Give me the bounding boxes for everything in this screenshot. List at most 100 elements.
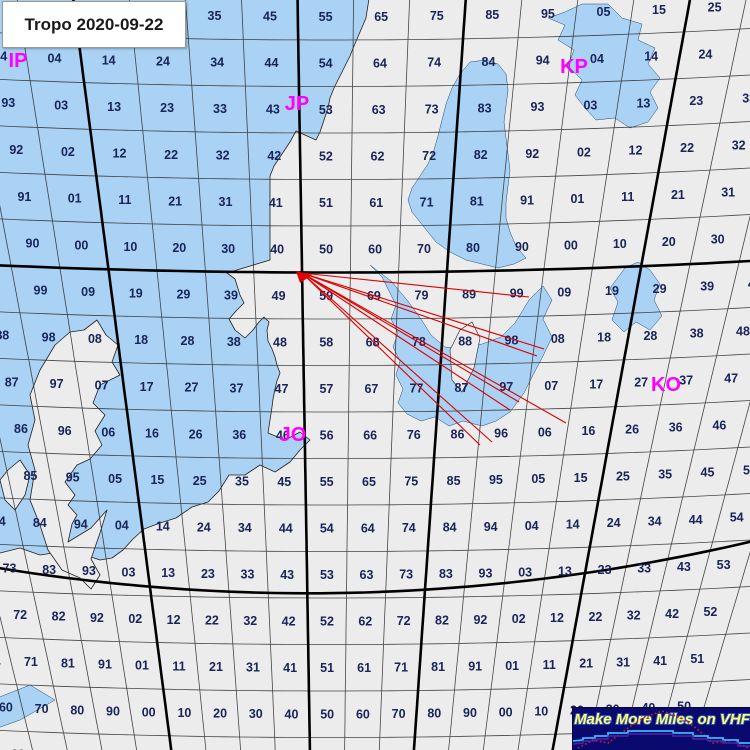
svg-text:54: 54: [730, 511, 744, 525]
svg-text:03: 03: [518, 566, 532, 580]
svg-text:25: 25: [193, 474, 207, 488]
svg-text:93: 93: [82, 564, 96, 578]
svg-text:02: 02: [577, 145, 591, 159]
svg-text:02: 02: [512, 612, 526, 626]
svg-text:53: 53: [320, 568, 334, 582]
svg-text:83: 83: [439, 567, 453, 581]
svg-text:91: 91: [17, 190, 31, 204]
svg-text:25: 25: [616, 469, 630, 483]
svg-text:82: 82: [52, 610, 66, 624]
svg-text:23: 23: [598, 563, 612, 577]
svg-text:55: 55: [320, 475, 334, 489]
svg-text:06: 06: [538, 426, 552, 440]
svg-text:60: 60: [368, 242, 382, 256]
svg-text:KP: KP: [560, 56, 588, 78]
svg-text:05: 05: [597, 5, 611, 19]
svg-text:33: 33: [241, 568, 255, 582]
svg-text:32: 32: [243, 614, 257, 628]
svg-text:61: 61: [0, 654, 1, 668]
svg-text:76: 76: [407, 428, 421, 442]
svg-text:71: 71: [24, 655, 38, 669]
svg-text:35: 35: [658, 468, 672, 482]
svg-text:30: 30: [249, 707, 263, 721]
svg-text:00: 00: [564, 239, 578, 253]
svg-text:64: 64: [361, 521, 375, 535]
svg-text:61: 61: [357, 661, 371, 675]
svg-text:70: 70: [417, 242, 431, 256]
svg-text:52: 52: [320, 614, 334, 628]
svg-text:85: 85: [447, 474, 461, 488]
svg-text:12: 12: [629, 143, 643, 157]
svg-text:48: 48: [273, 335, 287, 349]
svg-text:31: 31: [616, 655, 630, 669]
svg-text:50: 50: [319, 242, 333, 256]
svg-text:40: 40: [285, 707, 299, 721]
svg-text:61: 61: [369, 196, 383, 210]
svg-text:35: 35: [208, 9, 222, 23]
svg-text:43: 43: [280, 568, 294, 582]
svg-text:26: 26: [189, 427, 203, 441]
svg-text:27: 27: [634, 376, 648, 390]
svg-text:73: 73: [399, 568, 413, 582]
svg-text:49: 49: [272, 289, 286, 303]
svg-text:96: 96: [494, 427, 508, 441]
svg-text:50: 50: [320, 707, 334, 721]
svg-text:43: 43: [677, 560, 691, 574]
svg-text:56: 56: [320, 428, 334, 442]
svg-text:21: 21: [168, 194, 182, 208]
svg-text:65: 65: [374, 10, 388, 24]
svg-text:23: 23: [160, 101, 174, 115]
svg-text:95: 95: [66, 471, 80, 485]
svg-text:93: 93: [479, 566, 493, 580]
svg-text:36: 36: [669, 421, 683, 435]
svg-text:13: 13: [558, 564, 572, 578]
svg-text:01: 01: [570, 192, 584, 206]
svg-text:25: 25: [708, 0, 722, 14]
svg-text:60: 60: [0, 701, 13, 715]
svg-text:37: 37: [679, 374, 693, 388]
svg-text:41: 41: [269, 196, 283, 210]
svg-text:80: 80: [466, 241, 480, 255]
svg-text:16: 16: [581, 424, 595, 438]
svg-text:30: 30: [221, 242, 235, 256]
svg-text:80: 80: [427, 707, 441, 721]
svg-text:82: 82: [474, 148, 488, 162]
svg-text:42: 42: [267, 149, 281, 163]
svg-text:05: 05: [108, 472, 122, 486]
svg-text:17: 17: [589, 377, 603, 391]
svg-text:20: 20: [213, 707, 227, 721]
svg-text:48: 48: [736, 324, 750, 338]
svg-text:99: 99: [34, 284, 48, 298]
svg-text:11: 11: [172, 660, 185, 674]
svg-text:01: 01: [505, 659, 519, 673]
svg-text:92: 92: [525, 147, 539, 161]
svg-text:52: 52: [319, 149, 333, 163]
svg-text:94: 94: [536, 54, 550, 68]
svg-text:41: 41: [653, 654, 667, 668]
svg-text:73: 73: [425, 102, 439, 116]
svg-text:03: 03: [54, 98, 68, 112]
svg-text:87: 87: [5, 375, 19, 389]
svg-text:40: 40: [270, 242, 284, 256]
svg-text:51: 51: [320, 661, 334, 675]
svg-text:15: 15: [652, 3, 666, 17]
svg-text:10: 10: [613, 237, 627, 251]
svg-text:51: 51: [319, 196, 333, 210]
svg-text:75: 75: [404, 475, 418, 489]
svg-text:47: 47: [275, 382, 289, 396]
svg-text:43: 43: [266, 103, 280, 117]
svg-text:34: 34: [238, 521, 252, 535]
svg-text:63: 63: [360, 568, 374, 582]
svg-text:71: 71: [394, 661, 408, 675]
svg-text:92: 92: [9, 143, 23, 157]
svg-text:95: 95: [541, 7, 555, 21]
svg-text:62: 62: [358, 614, 372, 628]
svg-text:22: 22: [588, 610, 602, 624]
svg-text:24: 24: [698, 47, 712, 61]
svg-text:93: 93: [1, 96, 15, 110]
svg-text:99: 99: [510, 287, 524, 301]
svg-text:63: 63: [372, 103, 386, 117]
svg-text:85: 85: [485, 8, 499, 22]
svg-text:37: 37: [230, 381, 244, 395]
svg-text:42: 42: [282, 614, 296, 628]
